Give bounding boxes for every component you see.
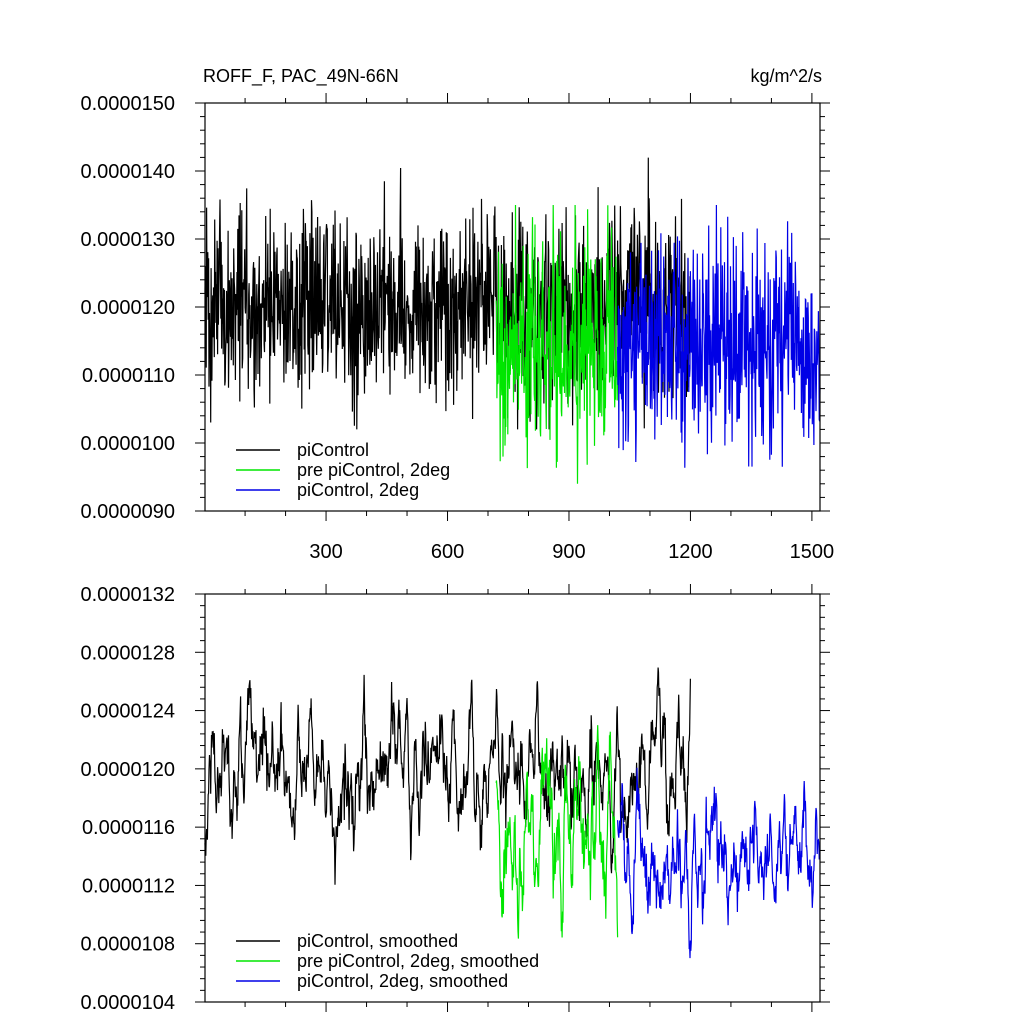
x-tick-label: 1500 [790, 541, 835, 563]
y-tick-label: 0.0000132 [80, 584, 175, 606]
legend-label: piControl, 2deg [297, 480, 419, 500]
y-tick-label: 0.0000128 [80, 642, 175, 664]
y-tick-label: 0.0000150 [80, 93, 175, 115]
series-line-1 [204, 157, 691, 430]
series-line-2 [495, 204, 619, 484]
y-tick-label: 0.0000116 [82, 817, 175, 839]
legend-label: pre piControl, 2deg [297, 460, 450, 480]
plot-frame [204, 593, 821, 1003]
series-line-1 [204, 667, 691, 885]
y-tick-label: 0.0000120 [80, 759, 175, 781]
legend-label: piControl, 2deg, smoothed [297, 971, 508, 991]
y-tick-label: 0.0000104 [80, 992, 175, 1014]
y-tick-label: 0.0000100 [80, 433, 175, 455]
y-tick-label: 0.0000108 [80, 934, 175, 956]
y-tick-label: 0.0000140 [80, 161, 175, 183]
legend-label: piControl [297, 440, 369, 460]
series-line-3 [617, 204, 821, 468]
y-tick-label: 0.0000110 [82, 365, 175, 387]
legend-label: pre piControl, 2deg, smoothed [297, 951, 539, 971]
y-tick-label: 0.0000130 [80, 229, 175, 251]
series-line-3 [617, 767, 821, 959]
x-tick-label: 300 [309, 541, 342, 563]
panel-1: 300 600 900 1200 1500 0.0000090 0.0000100 0.000… [80, 93, 834, 563]
x-tick-label: 900 [552, 541, 585, 563]
y-tick-label: 0.0000124 [80, 701, 175, 723]
y-tick-label: 0.0000090 [80, 501, 175, 523]
panel-2: 0.0000104 0.0000108 0.0000112 0.0000116 0.00… [80, 584, 830, 1014]
y-tick-label: 0.0000112 [82, 875, 175, 897]
x-tick-label: 1200 [668, 541, 713, 563]
y-tick-label: 0.0000120 [80, 297, 175, 319]
legend-label: piControl, smoothed [297, 931, 458, 951]
x-tick-label: 600 [431, 541, 464, 563]
series-line-2 [495, 725, 619, 939]
top-panel-units: kg/m^2/s [751, 66, 822, 86]
top-panel-title: ROFF_F, PAC_49N-66N [203, 66, 399, 87]
